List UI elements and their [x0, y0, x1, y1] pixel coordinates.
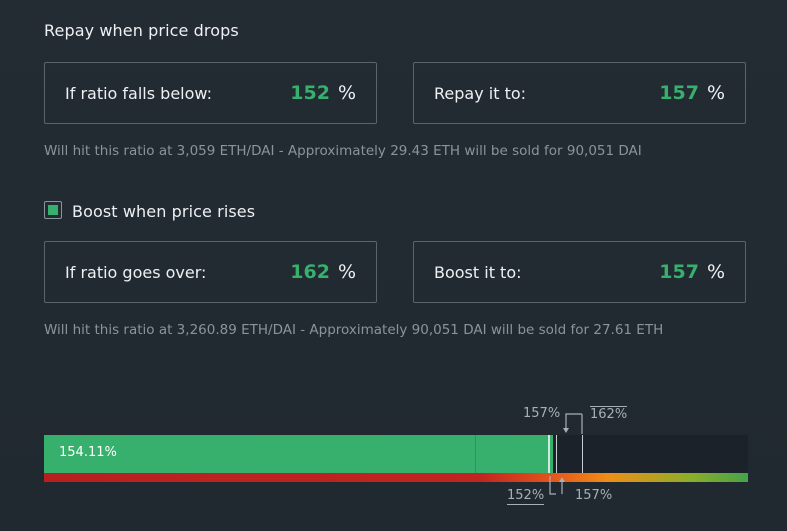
percent-unit: %: [337, 261, 356, 283]
repay-bracket-icon: [549, 476, 565, 495]
percent-unit: %: [337, 82, 356, 104]
current-ratio-label: 154.11%: [59, 445, 117, 460]
repay-section-title: Repay when price drops: [44, 21, 239, 40]
repay-target-label: Repay it to:: [434, 83, 527, 103]
repay-trigger-marker-label: 152%: [507, 488, 545, 505]
boost-trigger-value-group: 162 %: [290, 261, 356, 283]
checkbox-checked-indicator: [48, 205, 58, 215]
repay-trigger-value[interactable]: 152: [290, 82, 330, 104]
boost-target-value-group: 157 %: [659, 261, 725, 283]
boost-target-input[interactable]: Boost it to: 157 %: [413, 241, 746, 303]
repay-trigger-label: If ratio falls below:: [65, 83, 212, 103]
boost-trigger-line: [582, 435, 583, 473]
boost-trigger-label: If ratio goes over:: [65, 262, 207, 282]
boost-enabled-checkbox[interactable]: [44, 201, 62, 219]
boost-target-label: Boost it to:: [434, 262, 522, 282]
boost-bracket-icon: [563, 413, 583, 434]
boost-trigger-marker-label: 162%: [590, 406, 628, 422]
boost-target-marker-label: 157%: [523, 406, 561, 421]
repay-hint-text: Will hit this ratio at 3,059 ETH/DAI - A…: [44, 143, 642, 159]
repay-trigger-line: [475, 435, 476, 473]
target-ratio-line: [556, 435, 557, 473]
repay-target-value[interactable]: 157: [659, 82, 699, 104]
boost-section-title: Boost when price rises: [72, 202, 256, 221]
boost-trigger-input[interactable]: If ratio goes over: 162 %: [44, 241, 377, 303]
percent-unit: %: [706, 261, 725, 283]
ratio-bar-fill: [44, 435, 553, 473]
boost-target-value[interactable]: 157: [659, 261, 699, 283]
repay-trigger-value-group: 152 %: [290, 82, 356, 104]
repay-target-value-group: 157 %: [659, 82, 725, 104]
boost-hint-text: Will hit this ratio at 3,260.89 ETH/DAI …: [44, 322, 664, 338]
liquidation-risk-gradient: [44, 473, 748, 482]
percent-unit: %: [706, 82, 725, 104]
boost-trigger-value[interactable]: 162: [290, 261, 330, 283]
repay-trigger-input[interactable]: If ratio falls below: 152 %: [44, 62, 377, 124]
repay-target-marker-label: 157%: [575, 488, 613, 503]
repay-target-input[interactable]: Repay it to: 157 %: [413, 62, 746, 124]
current-ratio-marker: [548, 435, 550, 473]
